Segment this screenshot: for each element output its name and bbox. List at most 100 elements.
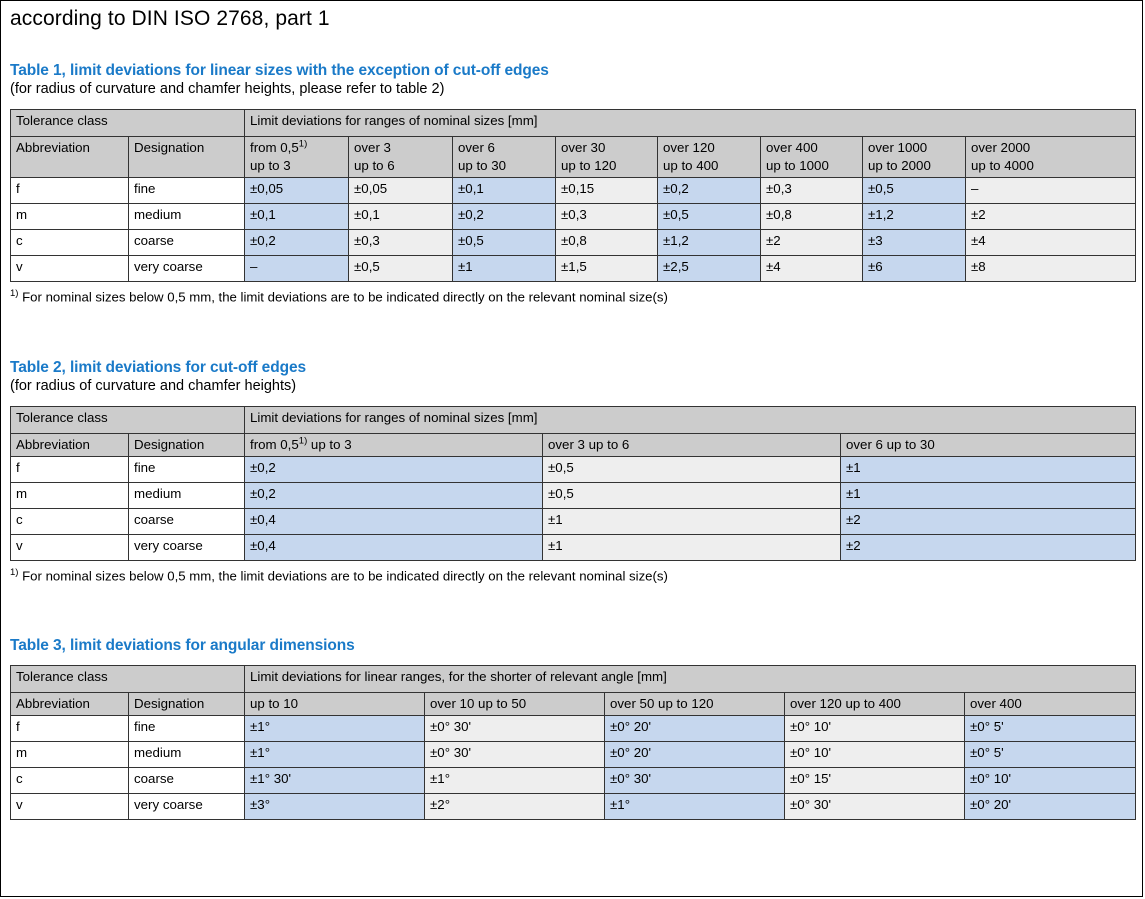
cell-designation: very coarse — [128, 533, 245, 561]
cell-value: ±0,3 — [555, 203, 658, 231]
cell-value: ±2,5 — [657, 255, 761, 283]
cell-value: ±0,5 — [542, 481, 841, 509]
cell-value: ±8 — [965, 255, 1136, 283]
table1-footnote: 1) For nominal sizes below 0,5 mm, the l… — [10, 288, 1142, 306]
cell-value: ±0° 20' — [604, 741, 785, 768]
column-header-range-3: over 30 up to 120 — [555, 136, 658, 179]
range-line2: up to 4000 — [971, 157, 1034, 173]
cell-value: ±0° 5' — [964, 741, 1136, 768]
cell-value: ±2 — [840, 507, 1136, 535]
column-header-abbreviation: Abbreviation — [10, 432, 129, 457]
table-row: f fine ±1° ±0° 30' ±0° 20' ±0° 10' ±0° 5… — [10, 715, 1136, 742]
table-row: f fine ±0,05 ±0,05 ±0,1 ±0,15 ±0,2 ±0,3 … — [10, 177, 1136, 205]
range-pre: from 0,5 — [250, 436, 299, 452]
cell-value: ±1 — [542, 507, 841, 535]
table1-heading-block: Table 1, limit deviations for linear siz… — [10, 61, 1142, 99]
cell-value: ±0,8 — [760, 203, 863, 231]
range-group-header: Limit deviations for ranges of nominal s… — [244, 109, 1136, 138]
column-header-range-6: over 1000 up to 2000 — [862, 136, 966, 179]
cell-value: ±0° 5' — [964, 715, 1136, 742]
cell-value: ±0° 15' — [784, 767, 965, 794]
spacer — [1, 396, 1142, 406]
cell-value: ±6 — [862, 255, 966, 283]
range-line2: up to 2000 — [868, 157, 931, 173]
column-header-range-2: over 6 up to 30 — [840, 432, 1136, 457]
cell-value: ±0,3 — [760, 177, 863, 205]
column-header-range-1: over 10 up to 50 — [424, 692, 605, 716]
cell-value: – — [965, 177, 1136, 205]
cell-value: ±0,8 — [555, 229, 658, 257]
cell-value: ±0° 30' — [424, 741, 605, 768]
cell-value: ±3 — [862, 229, 966, 257]
spacer — [1, 99, 1142, 109]
cell-designation: medium — [128, 481, 245, 509]
range-line1: over 2000 — [971, 140, 1031, 156]
cell-designation: medium — [128, 741, 245, 768]
range-line1: over 120 — [663, 140, 715, 156]
cell-value: ±0,2 — [657, 177, 761, 205]
cell-value: ±0,15 — [555, 177, 658, 205]
cell-value: ±4 — [965, 229, 1136, 257]
table-1-linear-sizes: Tolerance class Limit deviations for ran… — [10, 109, 1136, 283]
spacer — [1, 655, 1142, 665]
cell-value: ±0,1 — [348, 203, 453, 231]
cell-abbreviation: v — [10, 533, 129, 561]
cell-value: ±1 — [840, 455, 1136, 483]
cell-value: ±0° 30' — [784, 793, 965, 820]
table1-subheading: (for radius of curvature and chamfer hei… — [10, 81, 445, 98]
range-line2: up to 120 — [561, 157, 617, 173]
table-row: m medium ±1° ±0° 30' ±0° 20' ±0° 10' ±0°… — [10, 741, 1136, 768]
footnote-ref-icon: 1) — [298, 435, 308, 447]
column-header-range-1: over 3 up to 6 — [348, 136, 453, 179]
column-header-range-1: over 3 up to 6 — [542, 432, 841, 457]
column-header-range-7: over 2000 up to 4000 — [965, 136, 1136, 179]
column-header-designation: Designation — [128, 692, 245, 716]
table-row-group-header: Tolerance class Limit deviations for ran… — [10, 109, 1136, 138]
cell-designation: very coarse — [128, 793, 245, 820]
table-row-group-header: Tolerance class Limit deviations for lin… — [10, 665, 1136, 694]
column-header-range-0: from 0,51) up to 3 — [244, 136, 349, 179]
spacer — [1, 584, 1142, 636]
table3-heading-block: Table 3, limit deviations for angular di… — [10, 636, 1142, 655]
cell-abbreviation: m — [10, 741, 129, 768]
footnote-marker: 1) — [10, 566, 19, 578]
cell-value: ±0,2 — [244, 229, 349, 257]
cell-value: ±1° 30' — [244, 767, 425, 794]
cell-value: ±1° — [424, 767, 605, 794]
column-header-range-2: over 6 up to 30 — [452, 136, 556, 179]
table-row: v very coarse – ±0,5 ±1 ±1,5 ±2,5 ±4 ±6 … — [10, 255, 1136, 283]
spacer — [1, 306, 1142, 358]
range-line2: up to 400 — [663, 157, 719, 173]
column-header-range-3: over 120 up to 400 — [784, 692, 965, 716]
column-header-designation: Designation — [128, 136, 245, 179]
footnote-marker: 1) — [10, 288, 19, 300]
table-3-angular-dimensions: Tolerance class Limit deviations for lin… — [10, 665, 1136, 820]
cell-value: ±0° 20' — [604, 715, 785, 742]
cell-designation: medium — [128, 203, 245, 231]
cell-value: ±0,5 — [542, 455, 841, 483]
cell-value: ±1,2 — [862, 203, 966, 231]
footnote-text: For nominal sizes below 0,5 mm, the limi… — [22, 289, 668, 305]
cell-abbreviation: f — [10, 177, 129, 205]
column-header-range-5: over 400 up to 1000 — [760, 136, 863, 179]
cell-abbreviation: v — [10, 793, 129, 820]
cell-designation: fine — [128, 177, 245, 205]
range-group-header: Limit deviations for ranges of nominal s… — [244, 405, 1136, 434]
cell-value: ±0° 20' — [964, 793, 1136, 820]
cell-value: ±0° 10' — [964, 767, 1136, 794]
cell-value: ±1 — [452, 255, 556, 283]
table2-heading: Table 2, limit deviations for cut-off ed… — [10, 358, 306, 376]
column-header-range-4: over 120 up to 400 — [657, 136, 761, 179]
column-header-range-4: over 400 — [964, 692, 1136, 716]
cell-designation: coarse — [128, 229, 245, 257]
cell-designation: very coarse — [128, 255, 245, 283]
range-post: up to 3 — [307, 436, 352, 452]
cell-value: ±1 — [840, 481, 1136, 509]
cell-value: ±0,05 — [348, 177, 453, 205]
cell-abbreviation: m — [10, 203, 129, 231]
table2-footnote: 1) For nominal sizes below 0,5 mm, the l… — [10, 567, 1142, 585]
cell-abbreviation: v — [10, 255, 129, 283]
table-row-column-header: Abbreviation Designation from 0,51) up to… — [10, 136, 1136, 179]
cell-value: ±1,2 — [657, 229, 761, 257]
cell-value: ±1° — [604, 793, 785, 820]
